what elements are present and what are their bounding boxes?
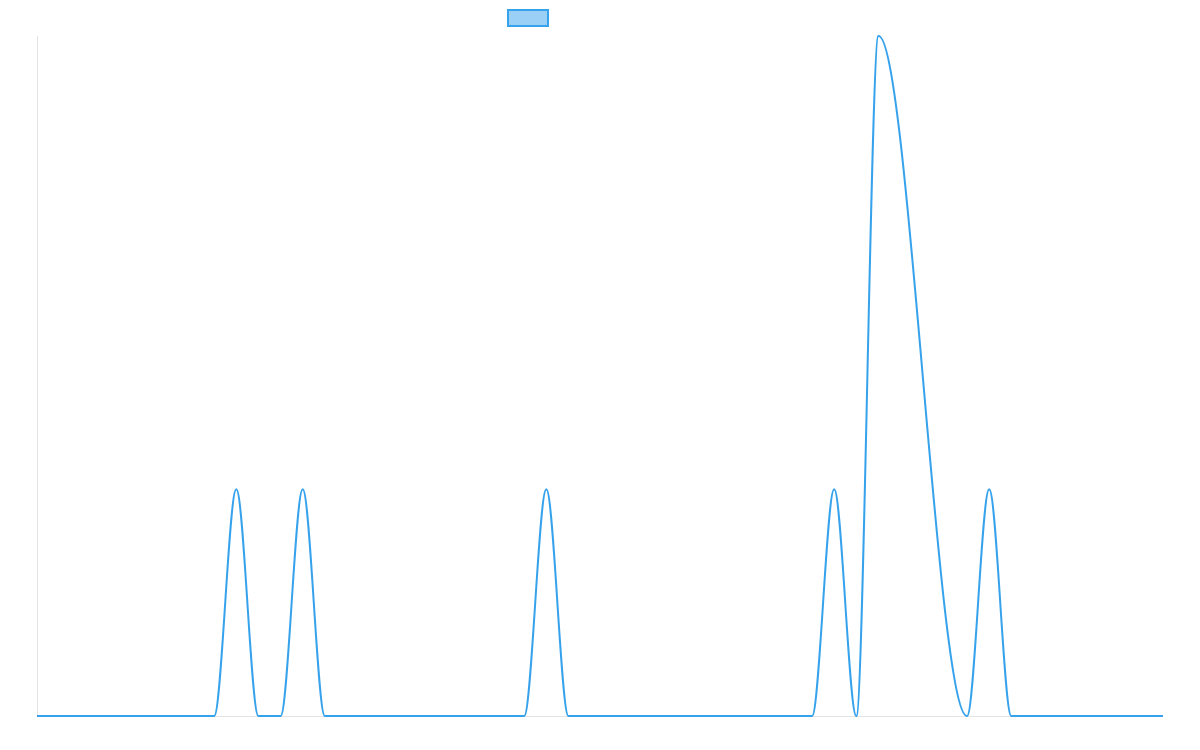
axes <box>37 36 1163 717</box>
legend <box>507 9 549 27</box>
legend-swatch <box>507 9 549 27</box>
series-line-0 <box>37 35 1163 718</box>
series-layer <box>37 35 1163 718</box>
